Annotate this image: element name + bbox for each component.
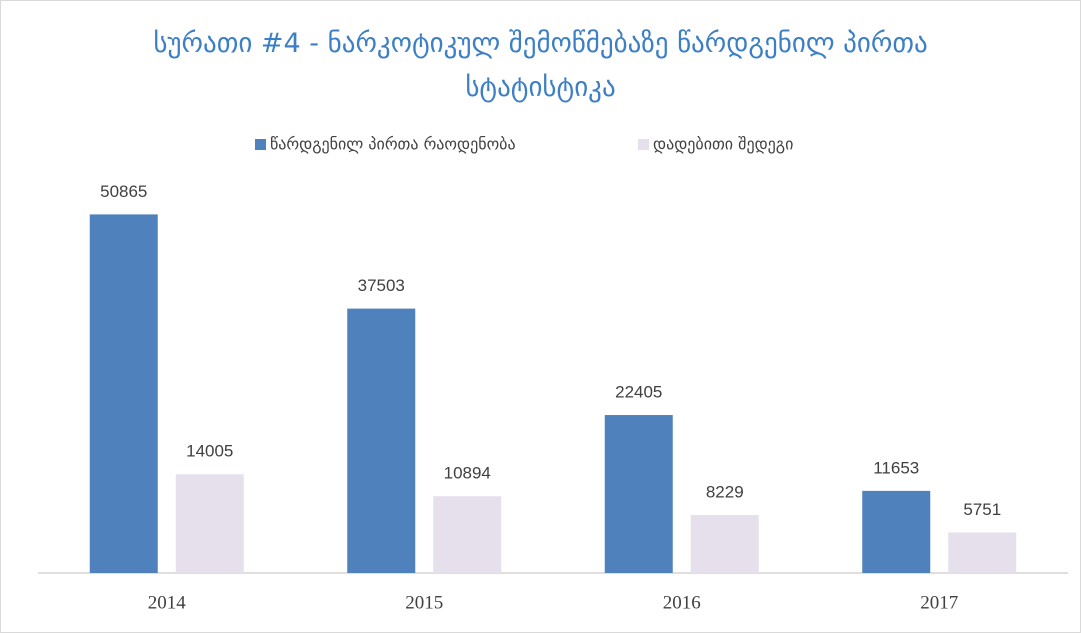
data-label: 5751 <box>963 500 1001 519</box>
bar <box>948 532 1017 573</box>
legend-swatch <box>255 139 266 150</box>
data-label: 14005 <box>186 442 233 461</box>
data-label: 50865 <box>100 182 147 201</box>
data-label: 8229 <box>706 482 744 501</box>
data-label: 37503 <box>358 276 405 295</box>
data-label: 11653 <box>873 458 919 477</box>
x-tick-label: 2016 <box>663 592 701 613</box>
bar <box>347 308 416 573</box>
legend-label: წარდგენილ პირთა რაოდენობა <box>270 135 516 154</box>
bar <box>175 474 244 573</box>
bar <box>862 490 931 573</box>
x-tick-label: 2017 <box>920 592 958 613</box>
x-tick-label: 2015 <box>405 592 443 613</box>
data-label: 22405 <box>615 383 662 402</box>
legend-swatch <box>638 139 649 150</box>
bar <box>89 214 158 574</box>
legend-label: დადებითი შედეგი <box>653 135 793 154</box>
x-tick-label: 2014 <box>148 592 187 613</box>
bar <box>604 415 673 573</box>
bar <box>690 514 759 573</box>
bar <box>433 496 502 573</box>
data-label: 10894 <box>444 464 491 483</box>
chart-title: სურათი #4 - ნარკოტიკულ შემოწმებაზე წარდგ… <box>153 28 928 103</box>
